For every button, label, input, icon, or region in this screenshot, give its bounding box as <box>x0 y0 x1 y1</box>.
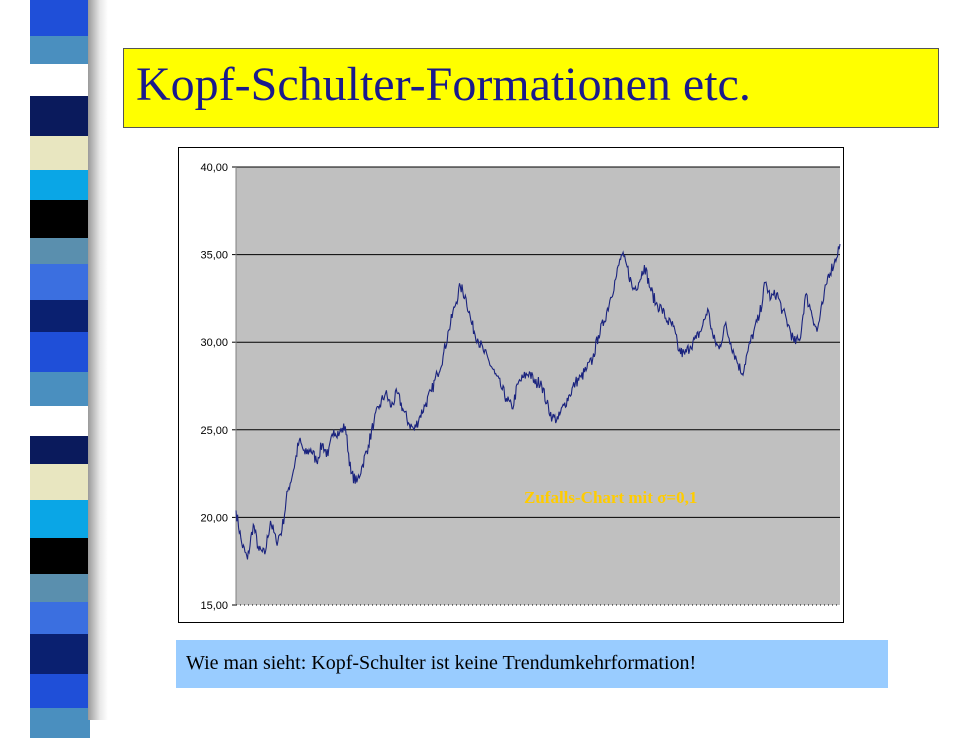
strip-block <box>30 464 90 500</box>
strip-block <box>30 602 90 634</box>
strip-block <box>30 538 90 574</box>
strip-block <box>30 500 90 538</box>
y-tick-label: 35,00 <box>200 250 228 262</box>
strip-block <box>30 170 90 200</box>
strip-block <box>30 406 90 436</box>
strip-block <box>30 674 90 708</box>
caption-box: Wie man sieht: Kopf-Schulter ist keine T… <box>176 640 888 688</box>
title-box: Kopf-Schulter-Formationen etc. <box>123 48 939 128</box>
chart-frame: 15,00 20,00 25,00 30,00 35,00 40,00 Zufalls-Ch… <box>178 147 844 623</box>
y-tick-label: 30,00 <box>200 337 228 349</box>
strip-block <box>30 0 90 36</box>
y-tick-label: 40,00 <box>200 162 228 174</box>
series-line <box>235 244 841 560</box>
strip-block <box>30 436 90 464</box>
strip-block <box>30 574 90 602</box>
strip-block <box>30 264 90 300</box>
chart-annotation: Zufalls-Chart mit σ=0,1 <box>524 488 697 507</box>
strip-block <box>30 96 90 136</box>
line-chart: 15,00 20,00 25,00 30,00 35,00 40,00 Zufalls-Ch… <box>200 162 841 612</box>
strip-block <box>30 300 90 332</box>
y-tick-label: 20,00 <box>200 512 228 524</box>
strip-shadow <box>88 0 108 720</box>
strip-block <box>30 634 90 674</box>
strip-block <box>30 238 90 264</box>
strip-block <box>30 36 90 64</box>
strip-block <box>30 372 90 406</box>
strip-block <box>30 200 90 238</box>
strip-block <box>30 332 90 372</box>
slide-title: Kopf-Schulter-Formationen etc. <box>136 58 751 111</box>
plot-area <box>236 167 840 605</box>
strip-block <box>30 136 90 170</box>
y-tick-label: 15,00 <box>200 600 228 612</box>
slide-caption: Wie man sieht: Kopf-Schulter ist keine T… <box>186 652 697 674</box>
y-tick-label: 25,00 <box>200 425 228 437</box>
decorative-strip <box>30 0 90 738</box>
strip-block <box>30 64 90 96</box>
strip-block <box>30 708 90 738</box>
